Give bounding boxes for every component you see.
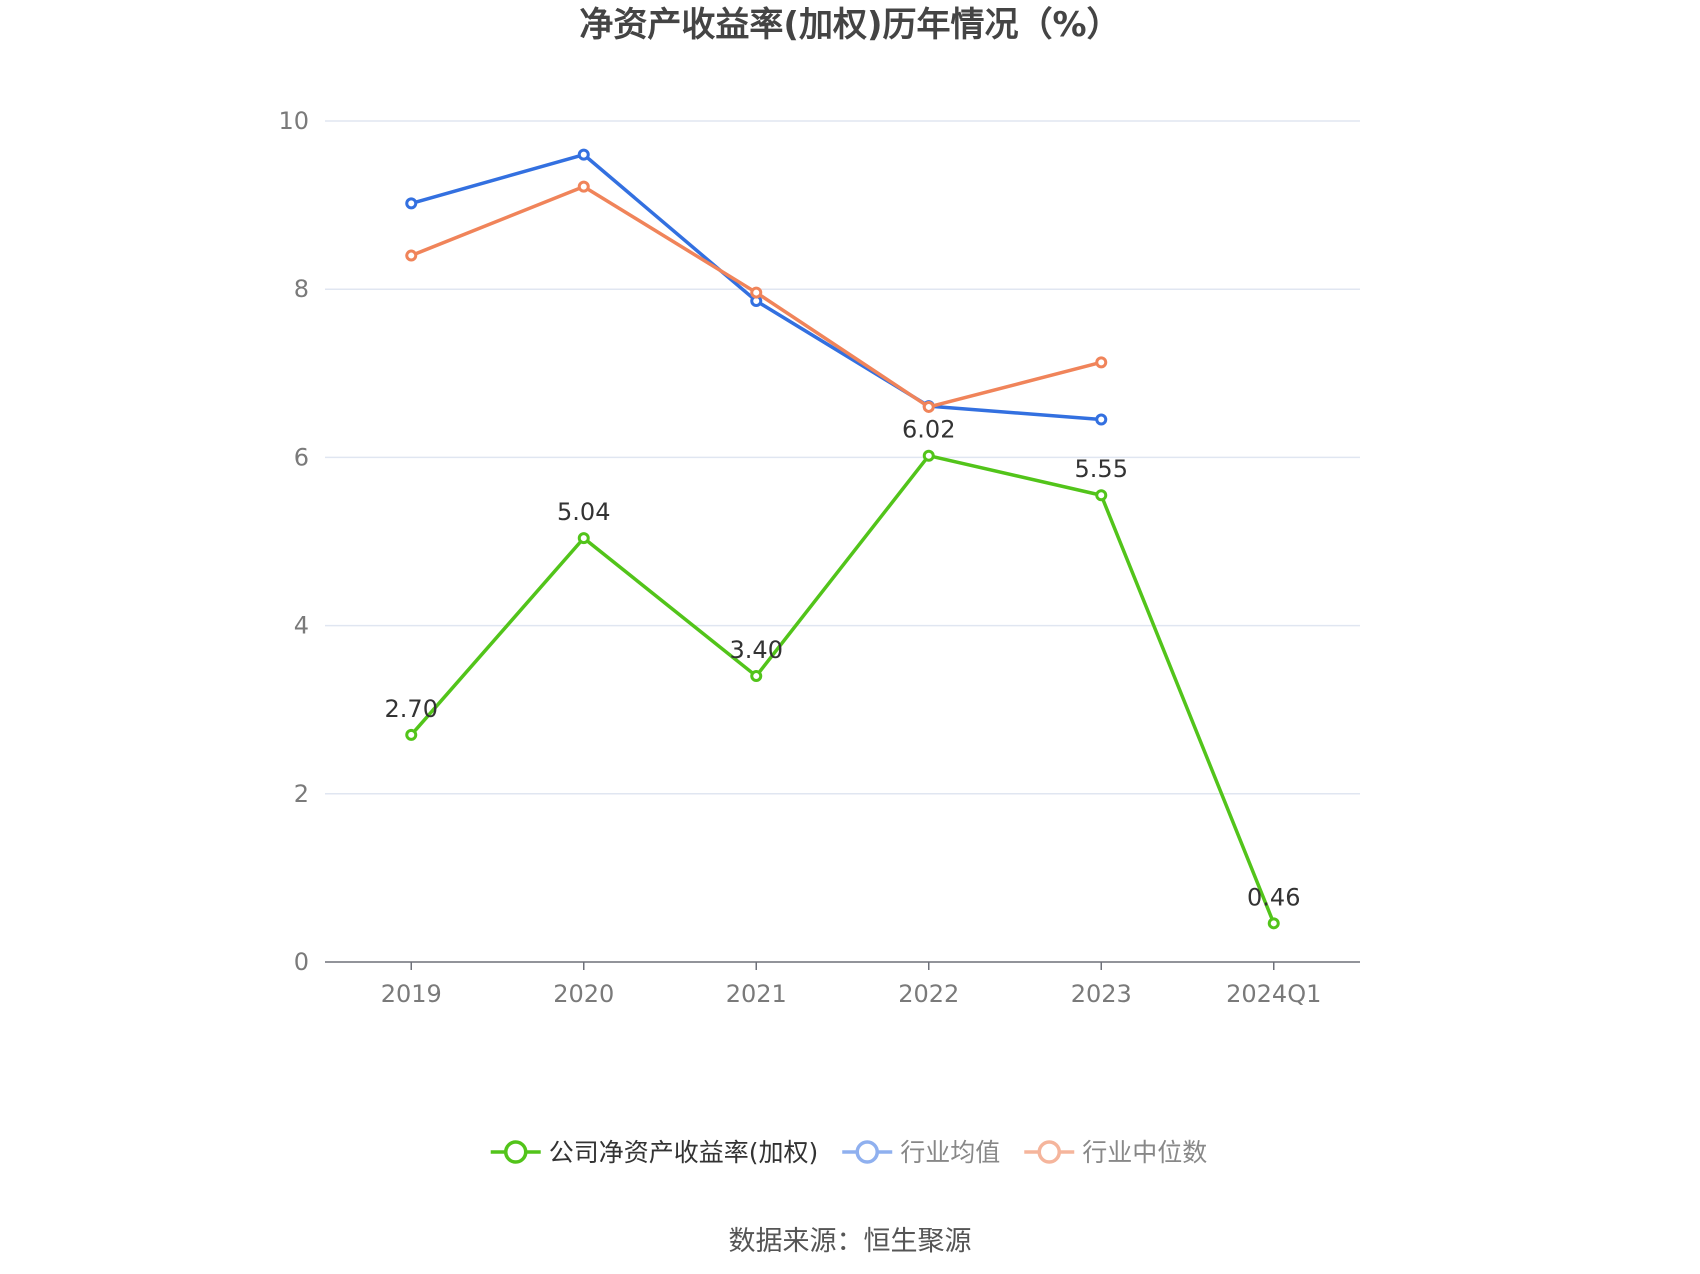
series-2 <box>405 180 1108 413</box>
x-tick-label: 2022 <box>898 980 959 1008</box>
y-tick-label: 6 <box>294 443 309 471</box>
data-labels: 2.70 5.04 3.40 6.02 5.55 0.46 <box>385 416 1301 912</box>
series-point <box>1095 489 1108 502</box>
legend-label: 公司净资产收益率(加权) <box>549 1138 819 1167</box>
series-point <box>405 728 418 741</box>
data-label: 5.55 <box>1075 455 1128 483</box>
legend-item: 公司净资产收益率(加权) <box>490 1138 819 1167</box>
y-tick-label: 8 <box>294 275 309 303</box>
series-point <box>922 449 935 462</box>
data-label: 3.40 <box>730 636 783 664</box>
legend-label: 行业均值 <box>900 1138 1000 1167</box>
legend-item: 行业中位数 <box>1024 1138 1207 1167</box>
series-0 <box>405 449 1280 930</box>
source-note: 数据来源：恒生聚源 <box>729 1226 972 1257</box>
series-point <box>405 197 418 210</box>
series-point <box>405 249 418 262</box>
y-tick-label: 4 <box>294 612 309 640</box>
series-point <box>922 400 935 413</box>
series-point <box>1267 917 1280 930</box>
series-1 <box>405 148 1108 426</box>
y-tick-label: 10 <box>278 107 309 135</box>
legend-marker <box>503 1140 528 1164</box>
legend-marker <box>855 1140 879 1164</box>
series-point <box>750 286 763 299</box>
chart-title: 净资产收益率(加权)历年情况（%） <box>579 5 1120 45</box>
legend-marker <box>1037 1140 1062 1164</box>
y-tick-label: 0 <box>294 948 309 976</box>
series-point <box>750 670 763 683</box>
legend: 公司净资产收益率(加权) 行业均值 行业中位数 <box>490 1138 1207 1167</box>
series-layer <box>405 148 1280 930</box>
data-label: 0.46 <box>1247 883 1300 911</box>
series-line <box>409 453 1276 924</box>
data-label: 6.02 <box>902 416 955 444</box>
x-tick-label: 2023 <box>1071 980 1132 1008</box>
data-label: 2.70 <box>385 695 438 723</box>
series-point <box>1095 413 1108 426</box>
x-tick-label: 2019 <box>381 980 442 1008</box>
legend-item: 行业均值 <box>842 1138 1000 1167</box>
axes: 0 2 4 6 8 10 2019 2020 2021 2022 2023 2024Q1 <box>278 107 1360 1008</box>
y-tick-label: 2 <box>294 780 309 808</box>
x-tick-label: 2020 <box>553 980 614 1008</box>
x-tick-label: 2024Q1 <box>1226 980 1321 1008</box>
series-point <box>577 532 590 545</box>
series-point <box>1095 356 1108 369</box>
legend-label: 行业中位数 <box>1082 1138 1207 1167</box>
series-point <box>577 180 590 193</box>
series-point <box>577 148 590 161</box>
data-label: 5.04 <box>557 498 610 526</box>
grid-lines <box>325 120 1360 795</box>
x-tick-label: 2021 <box>726 980 787 1008</box>
